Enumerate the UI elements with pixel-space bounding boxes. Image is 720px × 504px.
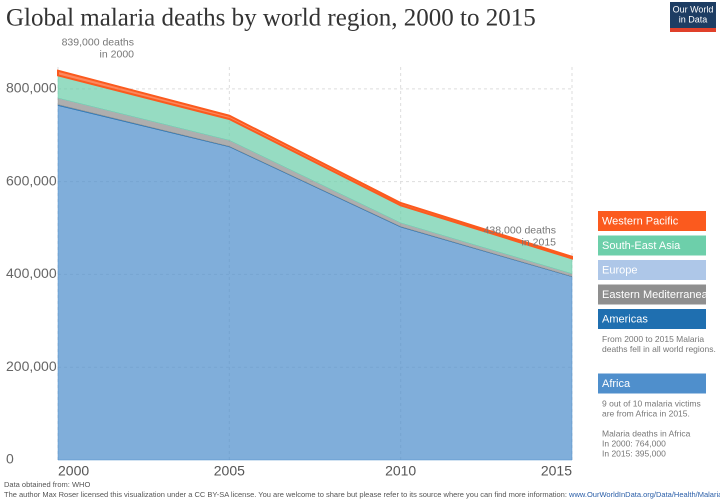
y-tick-label: 400,000 xyxy=(6,265,57,281)
y-tick-label: 800,000 xyxy=(6,80,57,96)
y-tick-label: 0 xyxy=(6,451,14,467)
legend-note: In 2015: 395,000 xyxy=(602,448,666,458)
legend-label: Western Pacific xyxy=(602,215,679,227)
legend-label: Africa xyxy=(602,378,631,390)
legend-note: are from Africa in 2015. xyxy=(602,408,690,418)
annotation: in 2000 xyxy=(100,49,135,61)
y-tick-label: 600,000 xyxy=(6,172,57,188)
legend-note: Malaria deaths in Africa xyxy=(602,428,691,438)
annotation: 438,000 deaths xyxy=(484,225,556,237)
legend-note: 9 out of 10 malaria victims xyxy=(602,398,701,408)
x-tick-label: 2005 xyxy=(214,463,245,479)
legend-note: In 2000: 764,000 xyxy=(602,438,666,448)
legend-label: South-East Asia xyxy=(602,240,681,252)
logo-text: in Data xyxy=(679,14,708,24)
legend-label: Americas xyxy=(602,313,648,325)
chart-title: Global malaria deaths by world region, 2… xyxy=(6,5,536,32)
annotation: 839,000 deaths xyxy=(62,37,134,49)
legend-label: Eastern Mediterranean xyxy=(602,289,714,301)
logo-text: Our World xyxy=(673,4,714,14)
legend-swatch xyxy=(598,309,706,329)
legend-label: Europe xyxy=(602,264,637,276)
legend-note: From 2000 to 2015 Malaria xyxy=(602,334,704,344)
license: The author Max Roser licensed this visua… xyxy=(4,490,720,499)
logo-box xyxy=(670,2,716,32)
x-tick-label: 2015 xyxy=(541,463,572,479)
x-tick-label: 2010 xyxy=(385,463,416,479)
x-tick-label: 2000 xyxy=(58,463,89,479)
legend-swatch xyxy=(598,373,706,394)
legend-note: deaths fell in all world regions. xyxy=(602,344,716,354)
legend-swatch xyxy=(598,260,706,280)
area xyxy=(57,69,573,260)
y-tick-label: 200,000 xyxy=(6,358,57,374)
source: Data obtained from: WHO xyxy=(4,480,90,489)
logo-stripe xyxy=(670,28,716,32)
license-text: The author Max Roser licensed this visua… xyxy=(4,490,567,499)
legend-swatch xyxy=(598,211,706,231)
legend-swatch xyxy=(598,235,706,256)
annotation: in 2015 xyxy=(522,237,557,249)
legend-swatch xyxy=(598,284,706,305)
source-link[interactable]: www.OurWorldInData.org/Data/Health/Malar… xyxy=(568,490,720,499)
